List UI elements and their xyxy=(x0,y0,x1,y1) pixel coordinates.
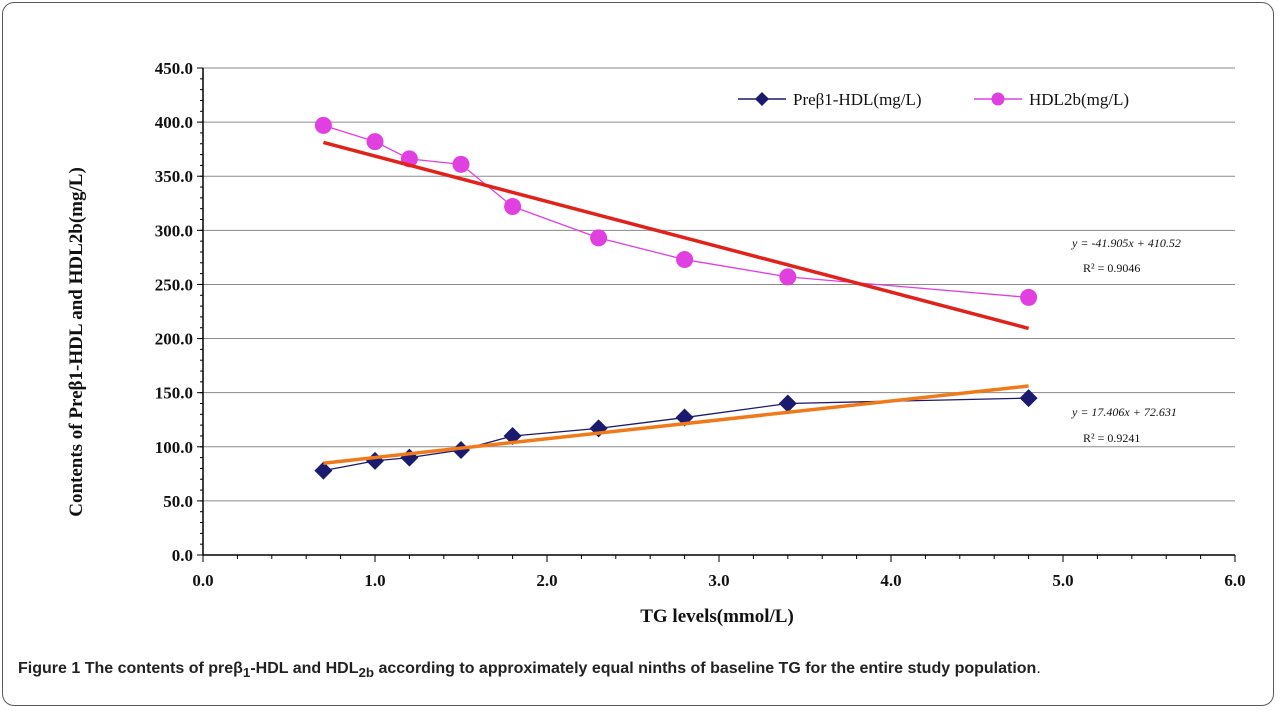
data-point xyxy=(452,441,470,460)
y-tick-label: 100.0 xyxy=(155,438,193,457)
trendline-r2: R² = 0.9046 xyxy=(1083,261,1140,275)
legend-marker xyxy=(991,92,1005,106)
series xyxy=(314,116,1038,480)
data-point xyxy=(676,251,694,269)
data-point xyxy=(1019,389,1038,408)
caption-label: Figure 1 xyxy=(18,660,81,677)
y-tick-label: 200.0 xyxy=(155,330,193,349)
x-tick-label: 5.0 xyxy=(1052,571,1073,590)
axes xyxy=(197,67,1236,562)
series-line xyxy=(323,124,1029,299)
trendline-annotations: y = -41.905x + 410.52 R² = 0.9046 y = 17.4… xyxy=(1071,236,1181,445)
data-point xyxy=(778,394,797,413)
y-tick-label: 150.0 xyxy=(155,384,193,403)
caption-sub: 2b xyxy=(358,665,375,681)
trendline xyxy=(323,384,1029,465)
y-tick-labels: 0.0 50.0 100.0 150.0 200.0 250.0 300.0 350.0 400… xyxy=(155,59,193,565)
grid-lines xyxy=(203,67,1235,502)
figure-caption: Figure 1 The contents of preβ1-HDL and H… xyxy=(18,658,1264,684)
data-point xyxy=(366,451,384,470)
caption-sub: 1 xyxy=(242,665,251,681)
y-tick-label: 450.0 xyxy=(155,59,193,78)
caption-period: . xyxy=(1036,660,1041,677)
data-point xyxy=(314,461,333,480)
x-axis-label: TG levels(mmol/L) xyxy=(640,606,794,627)
x-tick-label: 6.0 xyxy=(1224,571,1245,590)
caption-text: The contents of preβ1-HDL and HDL2b acco… xyxy=(84,660,1037,681)
chart: 0.0 50.0 100.0 150.0 200.0 250.0 300.0 350.0 400… xyxy=(66,59,1246,627)
x-tick-label: 0.0 xyxy=(192,571,213,590)
y-tick-label: 0.0 xyxy=(172,546,193,565)
legend-label: HDL2b(mg/L) xyxy=(1029,90,1129,109)
y-axis-label: Contents of Preβ1-HDL and HDL2b(mg/L) xyxy=(66,167,87,517)
x-tick-labels: 0.0 1.0 2.0 3.0 4.0 5.0 6.0 xyxy=(192,571,1245,590)
trendlines xyxy=(322,140,1030,465)
trendline xyxy=(322,140,1030,331)
legend-marker xyxy=(755,92,769,106)
caption-part: -HDL and HDL xyxy=(250,660,359,677)
x-tick-label: 3.0 xyxy=(708,571,729,590)
y-tick-label: 250.0 xyxy=(155,275,193,294)
legend: Preβ1-HDL(mg/L) HDL2b(mg/L) xyxy=(738,90,1129,109)
y-tick-label: 50.0 xyxy=(163,492,193,511)
y-tick-label: 400.0 xyxy=(155,113,193,132)
data-point xyxy=(366,133,384,151)
x-tick-label: 1.0 xyxy=(364,571,385,590)
trendline-equation: y = 17.406x + 72.631 xyxy=(1071,405,1177,419)
caption-part: The contents of preβ xyxy=(84,660,243,677)
legend-label: Preβ1-HDL(mg/L) xyxy=(793,90,922,109)
data-point xyxy=(590,229,608,247)
data-point xyxy=(1020,288,1038,306)
data-point xyxy=(779,268,797,286)
data-point xyxy=(504,198,522,216)
y-tick-label: 350.0 xyxy=(155,167,193,186)
x-tick-label: 2.0 xyxy=(536,571,557,590)
data-point xyxy=(400,448,419,467)
caption-part: according to approximately equal ninths … xyxy=(374,660,1037,677)
data-point xyxy=(314,116,332,134)
series-line xyxy=(323,397,1029,472)
data-point xyxy=(452,155,470,173)
y-tick-label: 300.0 xyxy=(155,221,193,240)
trendline-r2: R² = 0.9241 xyxy=(1083,431,1140,445)
x-tick-label: 4.0 xyxy=(880,571,901,590)
trendline-equation: y = -41.905x + 410.52 xyxy=(1071,236,1181,250)
